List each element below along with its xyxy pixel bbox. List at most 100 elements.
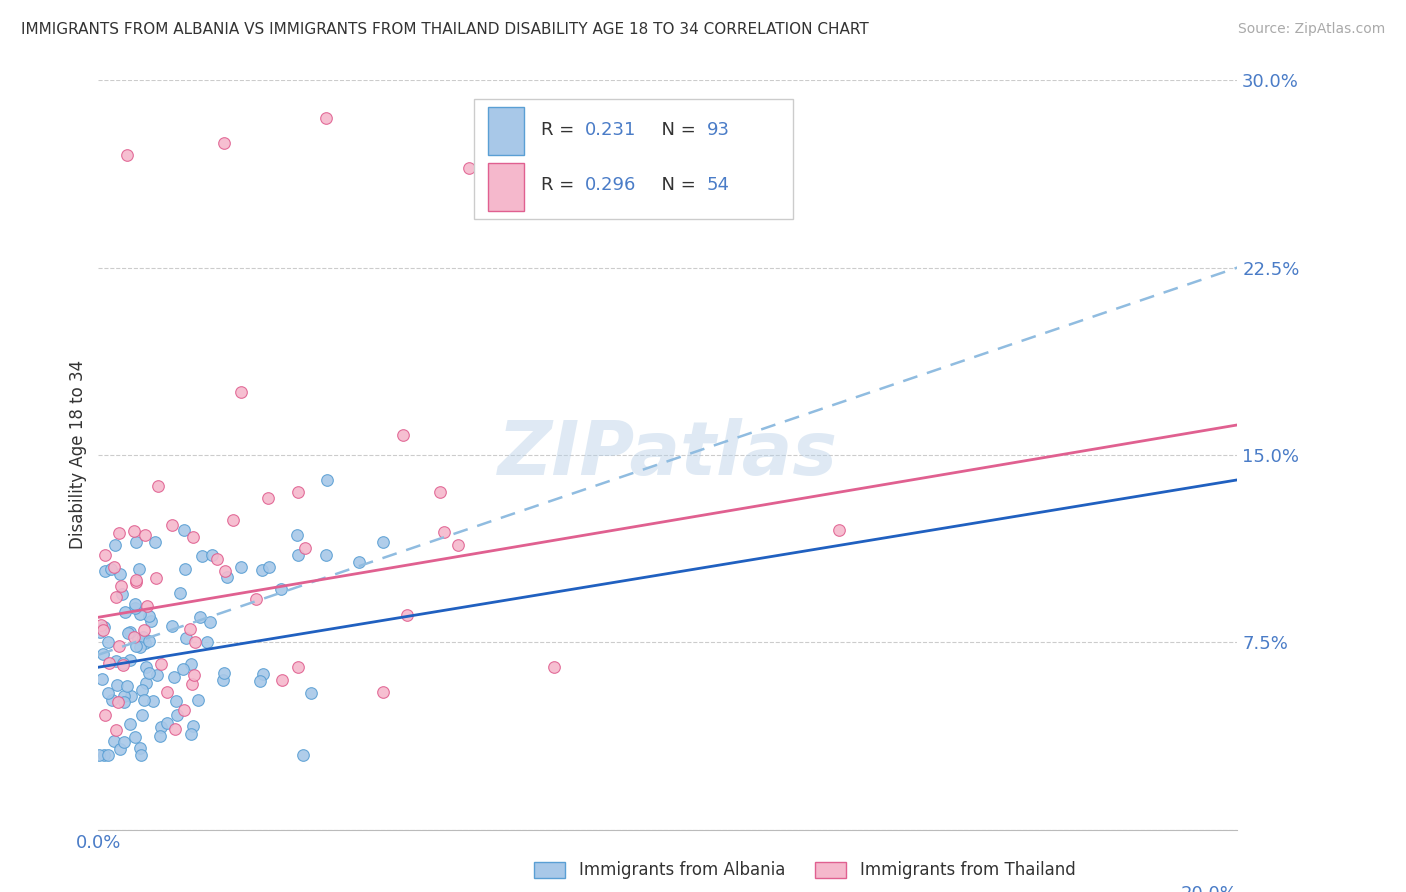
Point (211, 673, 233, 688)
Point (429, 485, 451, 500)
FancyBboxPatch shape (488, 106, 524, 155)
Point (166, 708, 188, 723)
Point (165, 694, 187, 708)
Point (135, 599, 157, 613)
Point (100, 562, 122, 576)
Point (138, 633, 160, 648)
Point (91, 672, 114, 686)
Point (156, 716, 179, 731)
Point (125, 640, 148, 654)
Point (112, 735, 135, 749)
Point (91, 647, 114, 661)
Point (174, 562, 197, 576)
Point (270, 673, 292, 687)
Text: 0.231: 0.231 (585, 121, 636, 139)
Point (101, 693, 124, 707)
Point (214, 665, 236, 680)
Point (132, 692, 155, 706)
Text: 54: 54 (707, 177, 730, 194)
Point (252, 563, 274, 577)
Text: R =: R = (541, 177, 581, 194)
Text: N =: N = (650, 177, 702, 194)
Point (205, 552, 228, 566)
Point (150, 720, 173, 734)
Point (172, 662, 194, 676)
Point (97, 656, 120, 670)
Point (163, 670, 186, 684)
Point (188, 609, 211, 624)
Point (395, 608, 418, 623)
FancyBboxPatch shape (474, 99, 793, 219)
Point (299, 686, 322, 700)
Point (169, 585, 191, 599)
Point (149, 657, 172, 671)
Point (373, 535, 395, 549)
Point (118, 716, 141, 731)
Point (180, 727, 202, 741)
Point (229, 560, 252, 574)
FancyBboxPatch shape (488, 162, 524, 211)
Point (179, 622, 201, 636)
Point (118, 653, 141, 667)
Point (110, 742, 132, 756)
Point (287, 548, 309, 562)
Point (120, 690, 142, 704)
Point (181, 719, 204, 733)
Point (91, 623, 114, 637)
Point (129, 640, 152, 654)
Point (122, 630, 145, 644)
Point (124, 574, 146, 588)
Point (543, 660, 565, 674)
Point (315, 548, 337, 562)
Point (122, 524, 145, 538)
Point (124, 600, 146, 615)
Point (245, 591, 267, 606)
Point (115, 679, 138, 693)
Point (259, 560, 281, 574)
Point (97, 635, 120, 649)
Point (111, 657, 134, 671)
Point (191, 549, 214, 563)
Point (252, 666, 274, 681)
Point (115, 148, 138, 162)
Point (828, 523, 851, 537)
Point (110, 579, 132, 593)
Text: 0.296: 0.296 (585, 177, 636, 194)
Point (163, 723, 186, 737)
Point (107, 695, 129, 709)
Point (201, 548, 224, 562)
Point (97, 747, 120, 762)
Point (93, 708, 115, 723)
Point (184, 635, 207, 649)
Text: 20.0%: 20.0% (1181, 885, 1237, 892)
Text: N =: N = (650, 121, 702, 139)
Point (103, 560, 125, 574)
Point (142, 694, 165, 708)
Point (134, 636, 156, 650)
Point (294, 541, 316, 556)
Point (229, 385, 252, 400)
Point (90, 618, 112, 632)
Point (124, 597, 146, 611)
Point (94, 564, 117, 578)
Point (132, 630, 155, 644)
Point (138, 665, 160, 680)
Text: IMMIGRANTS FROM ALBANIA VS IMMIGRANTS FROM THAILAND DISABILITY AGE 18 TO 34 CORR: IMMIGRANTS FROM ALBANIA VS IMMIGRANTS FR… (21, 22, 869, 37)
Point (134, 528, 156, 542)
Point (124, 574, 146, 589)
Point (187, 693, 209, 707)
Point (111, 587, 134, 601)
Point (108, 525, 131, 540)
Point (145, 667, 167, 681)
Point (160, 618, 183, 632)
Point (249, 673, 271, 688)
Point (145, 571, 167, 585)
Point (138, 609, 160, 624)
Point (181, 677, 204, 691)
Text: Immigrants from Albania: Immigrants from Albania (579, 861, 786, 879)
Point (292, 747, 315, 762)
Point (162, 517, 184, 532)
Point (287, 660, 309, 674)
Point (174, 631, 197, 645)
Point (198, 615, 221, 629)
